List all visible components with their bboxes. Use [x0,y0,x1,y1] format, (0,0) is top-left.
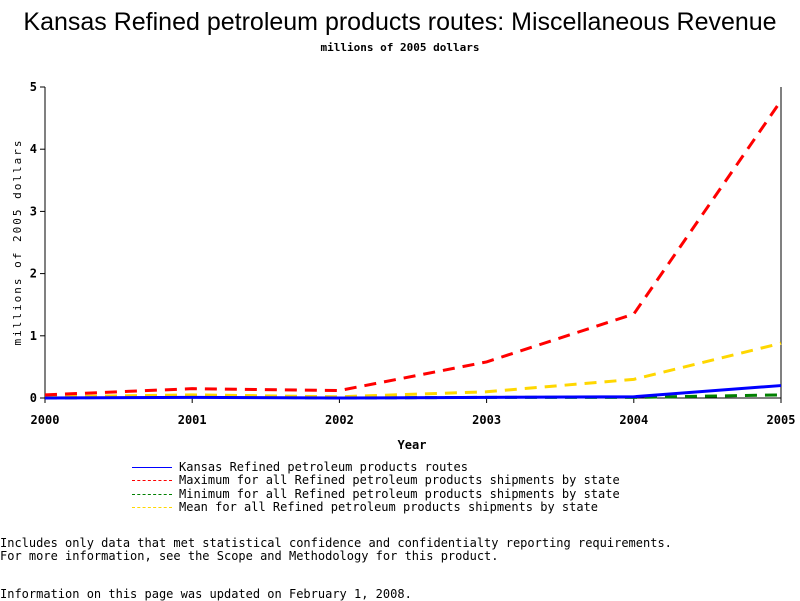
legend-label: Minimum for all Refined petroleum produc… [179,486,620,501]
note-methodology: For more information, see the Scope and … [0,549,499,563]
note-updated: Information on this page was updated on … [0,587,412,601]
x-tick-label: 2005 [767,413,796,427]
y-tick-label: 2 [30,267,37,281]
y-tick-label: 3 [30,204,37,218]
legend-swatch [132,467,172,469]
x-tick-label: 2004 [619,413,648,427]
x-axis-label: Year [398,438,427,452]
legend-label: Kansas Refined petroleum products routes [179,460,468,474]
series-lines [44,99,783,400]
legend-label: Mean for all Refined petroleum products … [179,499,599,514]
y-tick-label: 5 [30,80,37,94]
series-line-3 [44,341,782,399]
y-tick-label: 0 [30,391,37,405]
y-tick-label: 1 [30,329,37,343]
y-tick-label: 4 [30,142,37,156]
legend-swatch [132,507,172,509]
legend-item: Maximum for all Refined petroleum produc… [132,473,620,488]
series-line-1 [44,99,783,397]
chart-subtitle: millions of 2005 dollars [320,41,480,54]
chart-title: Kansas Refined petroleum products routes… [23,8,777,36]
note-confidence: Includes only data that met statistical … [0,536,672,550]
x-tick-label: 2001 [178,413,207,427]
y-axis-label: millions of 2005 dollars [11,139,24,346]
legend-swatch [132,480,172,482]
legend-swatch [132,493,172,495]
x-tick-label: 2002 [325,413,354,427]
axes: 0 1 2 3 4 5 2000 2001 2002 2003 2004 2005 [30,80,796,427]
legend-item: Mean for all Refined petroleum products … [132,499,620,514]
legend: Kansas Refined petroleum products routes… [132,460,620,514]
legend-label: Maximum for all Refined petroleum produc… [179,473,620,488]
x-tick-label: 2000 [31,413,60,427]
legend-item: Minimum for all Refined petroleum produc… [132,486,620,501]
legend-item: Kansas Refined petroleum products routes [132,460,620,474]
x-tick-label: 2003 [472,413,501,427]
series-line-0 [44,384,782,400]
